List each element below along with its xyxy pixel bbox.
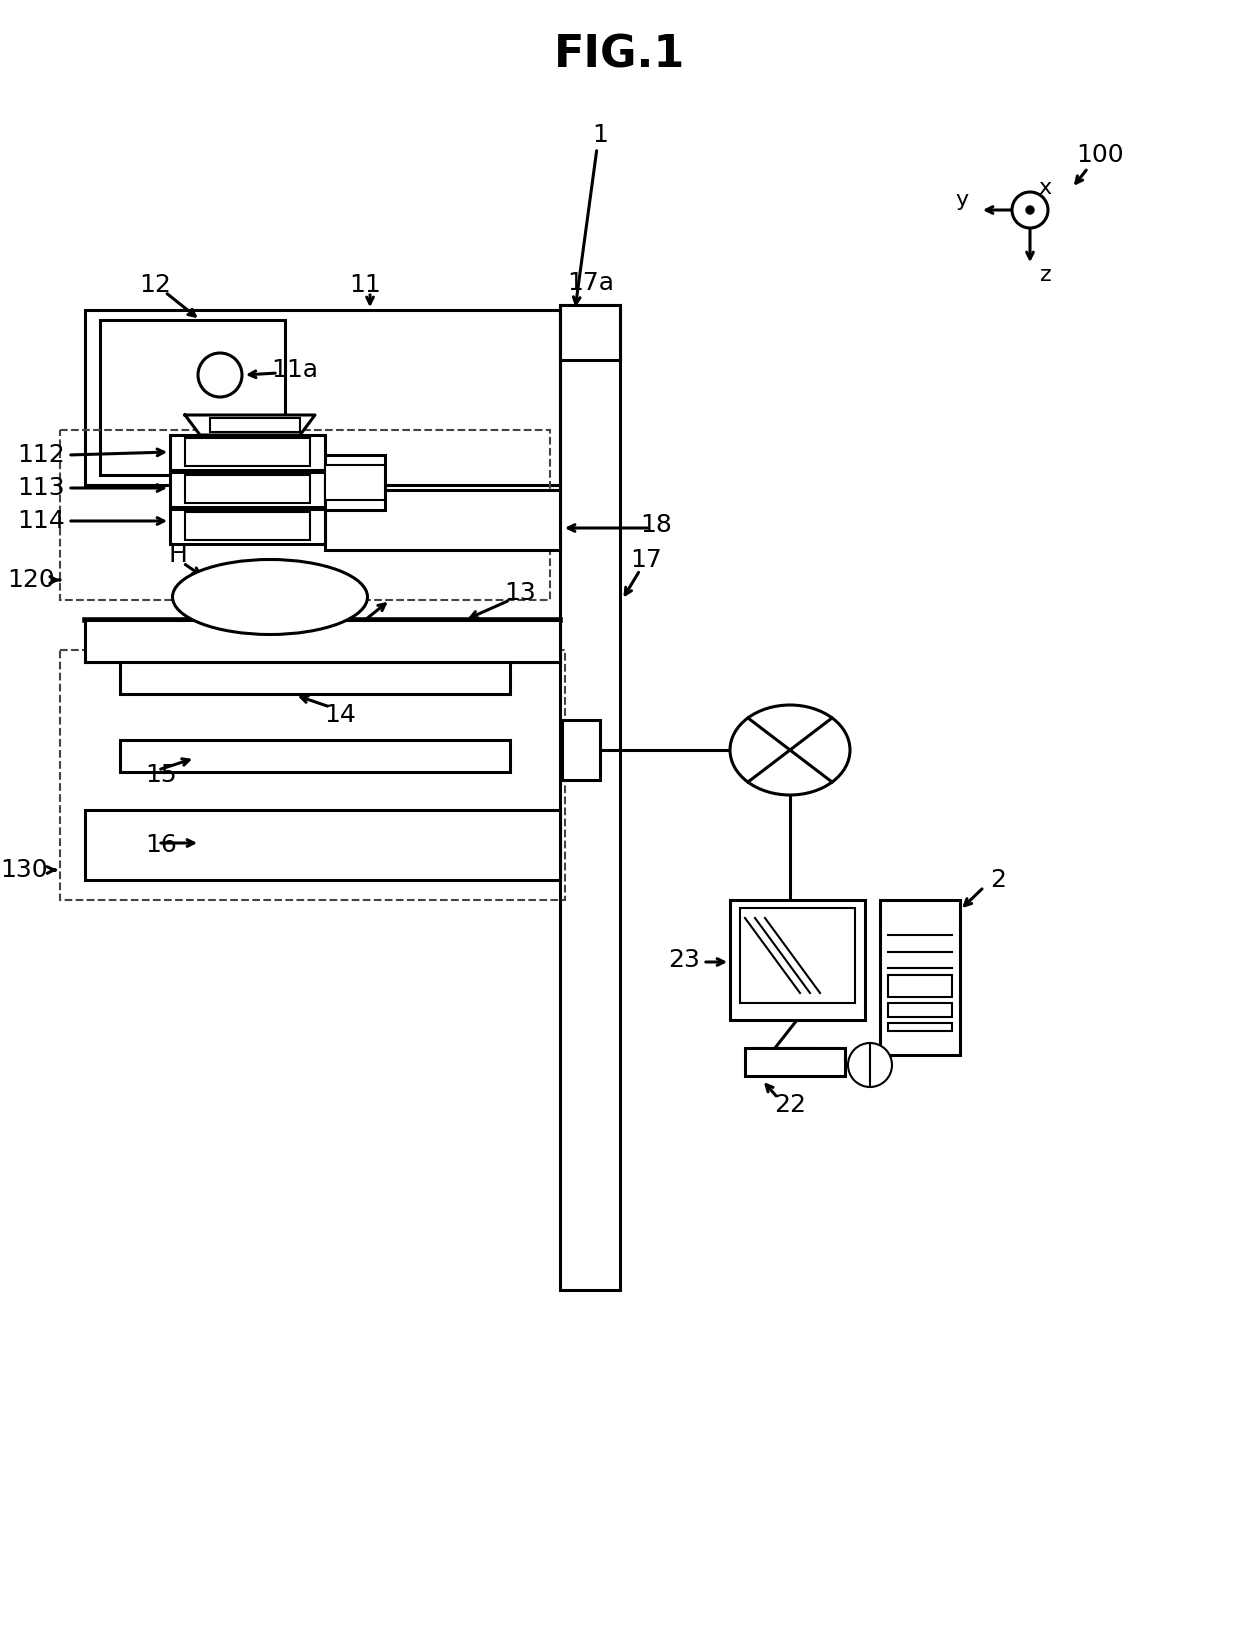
Bar: [120, 741, 510, 772]
Text: FIG.1: FIG.1: [554, 33, 686, 77]
Bar: [560, 305, 620, 360]
Bar: [86, 310, 560, 484]
Bar: [325, 465, 384, 501]
Text: 120: 120: [7, 568, 55, 593]
Bar: [120, 662, 510, 695]
Bar: [170, 509, 325, 544]
Text: SUBJECT: SUBJECT: [217, 586, 322, 608]
Bar: [60, 650, 565, 900]
Bar: [60, 430, 551, 599]
Text: 18: 18: [640, 512, 672, 537]
Text: 15: 15: [145, 764, 176, 787]
Bar: [745, 1048, 844, 1076]
Text: 14: 14: [324, 703, 356, 727]
Bar: [100, 320, 285, 475]
Text: 17a: 17a: [567, 271, 614, 296]
Text: 17: 17: [630, 548, 662, 571]
Bar: [185, 438, 310, 466]
Bar: [86, 810, 560, 880]
Bar: [888, 1023, 952, 1031]
Text: 112: 112: [17, 443, 64, 466]
Bar: [325, 489, 560, 550]
Text: 23: 23: [668, 947, 701, 972]
Circle shape: [1012, 192, 1048, 228]
Bar: [325, 455, 384, 511]
Text: 113: 113: [17, 476, 64, 501]
Bar: [560, 305, 620, 1291]
Text: 11a: 11a: [272, 358, 319, 383]
Bar: [210, 419, 300, 432]
Text: 100: 100: [1076, 143, 1123, 167]
Bar: [888, 1003, 952, 1016]
Bar: [730, 900, 866, 1020]
Ellipse shape: [172, 560, 367, 634]
Bar: [185, 475, 310, 502]
Bar: [185, 512, 310, 540]
Bar: [880, 900, 960, 1056]
Bar: [170, 435, 325, 470]
Bar: [170, 471, 325, 507]
Ellipse shape: [730, 704, 849, 795]
Bar: [888, 975, 952, 997]
Text: 1: 1: [591, 123, 608, 148]
Text: 12: 12: [139, 273, 171, 297]
Text: x: x: [1038, 177, 1052, 199]
Bar: [86, 621, 560, 662]
Bar: [740, 908, 856, 1003]
Text: 18a: 18a: [306, 634, 353, 657]
Text: 22: 22: [774, 1094, 806, 1117]
Text: H: H: [169, 544, 187, 566]
Text: 11: 11: [350, 273, 381, 297]
Text: 114: 114: [17, 509, 64, 534]
Circle shape: [198, 353, 242, 397]
Circle shape: [848, 1043, 892, 1087]
Circle shape: [1025, 205, 1034, 213]
Text: 130: 130: [0, 859, 48, 882]
Polygon shape: [185, 415, 315, 435]
Text: y: y: [955, 190, 968, 210]
Text: 13: 13: [505, 581, 536, 604]
Bar: [562, 719, 600, 780]
Text: 16: 16: [145, 832, 177, 857]
Text: z: z: [1040, 264, 1052, 286]
Text: 2: 2: [990, 869, 1006, 892]
